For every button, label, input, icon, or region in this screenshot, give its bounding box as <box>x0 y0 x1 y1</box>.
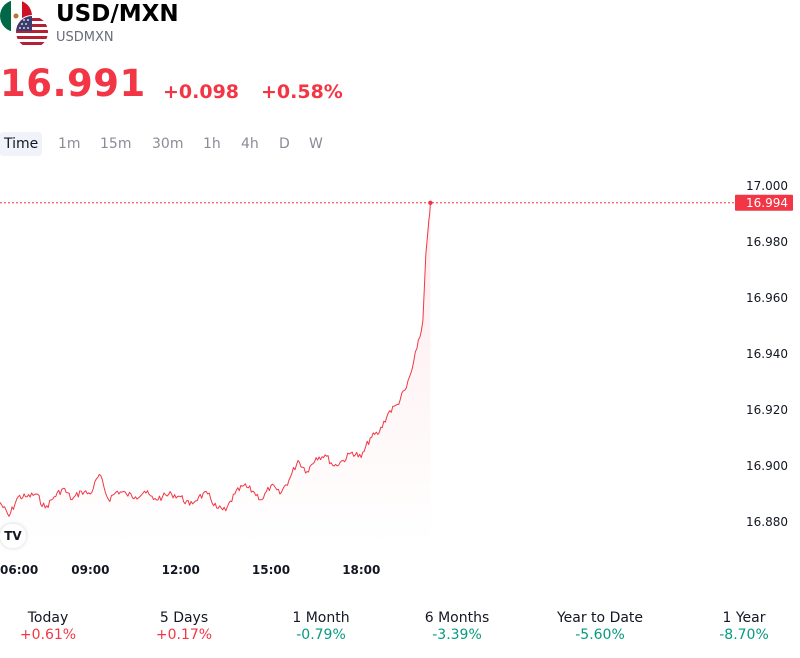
y-tick-label: 16.920 <box>746 403 788 417</box>
tab-time[interactable]: Time <box>0 132 43 156</box>
x-tick-label: 12:00 <box>162 563 200 577</box>
y-tick-label: 16.900 <box>746 459 788 473</box>
x-tick-label: 09:00 <box>71 563 109 577</box>
tradingview-logo-icon[interactable]: TV <box>0 524 26 548</box>
x-tick-label: 15:00 <box>252 563 290 577</box>
y-tick-label: 16.960 <box>746 291 788 305</box>
tab-15m[interactable]: 15m <box>100 136 132 152</box>
perf-label: 6 Months <box>424 610 490 626</box>
perf-today[interactable]: Today +0.61% <box>0 610 103 643</box>
perf-value: +0.61% <box>19 627 77 643</box>
tab-d[interactable]: D <box>279 136 290 152</box>
perf-label: 1 Year <box>722 610 766 626</box>
y-tick-label: 16.880 <box>746 515 788 529</box>
perf-6-months[interactable]: 6 Months -3.39% <box>402 610 512 643</box>
perf-value: -3.39% <box>432 627 482 643</box>
x-tick-label: 06:00 <box>0 563 38 577</box>
perf-1-year[interactable]: 1 Year -8.70% <box>689 610 799 643</box>
price-chart[interactable]: 17.000 16.980 16.960 16.940 16.920 16.900 16.8… <box>0 170 800 590</box>
perf-year-to-date[interactable]: Year to Date -5.60% <box>545 610 655 643</box>
perf-label: 1 Month <box>292 610 350 626</box>
y-tick-label: 17.000 <box>746 179 788 193</box>
perf-value: -5.60% <box>575 627 625 643</box>
last-value-label: 16.994 <box>746 196 788 210</box>
price-change: +0.098 <box>163 81 240 103</box>
x-tick-label: 18:00 <box>342 563 380 577</box>
symbol-code: USDMXN <box>56 30 114 45</box>
last-value-badge <box>735 194 793 211</box>
last-price: 16.991 <box>0 62 146 105</box>
perf-5-days[interactable]: 5 Days +0.17% <box>129 610 239 643</box>
perf-value: +0.17% <box>155 627 213 643</box>
y-tick-label: 16.980 <box>746 235 788 249</box>
last-value-dot <box>428 200 433 205</box>
tab-w[interactable]: W <box>309 136 323 152</box>
tab-1m[interactable]: 1m <box>58 136 81 152</box>
perf-value: -0.79% <box>296 627 346 643</box>
performance-summary: Today +0.61% 5 Days +0.17% 1 Month -0.79… <box>0 610 800 650</box>
perf-label: 5 Days <box>159 610 209 626</box>
perf-label: Year to Date <box>556 610 644 626</box>
tab-30m[interactable]: 30m <box>152 136 184 152</box>
perf-label: Today <box>27 610 69 626</box>
perf-value: -8.70% <box>719 627 769 643</box>
currency-flags-icon <box>0 0 49 49</box>
tab-4h[interactable]: 4h <box>241 136 259 152</box>
price-area-fill <box>0 202 431 546</box>
perf-1-month[interactable]: 1 Month -0.79% <box>266 610 376 643</box>
y-tick-label: 16.940 <box>746 347 788 361</box>
tab-1h[interactable]: 1h <box>203 136 221 152</box>
price-change-percent: +0.58% <box>261 81 343 103</box>
symbol-title: USD/MXN <box>56 1 179 27</box>
us-flag-icon <box>16 16 48 48</box>
price-line <box>0 202 431 517</box>
